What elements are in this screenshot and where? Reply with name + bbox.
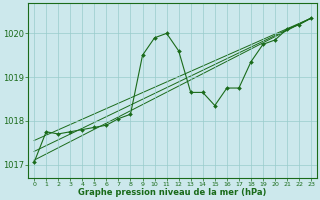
X-axis label: Graphe pression niveau de la mer (hPa): Graphe pression niveau de la mer (hPa) <box>78 188 267 197</box>
